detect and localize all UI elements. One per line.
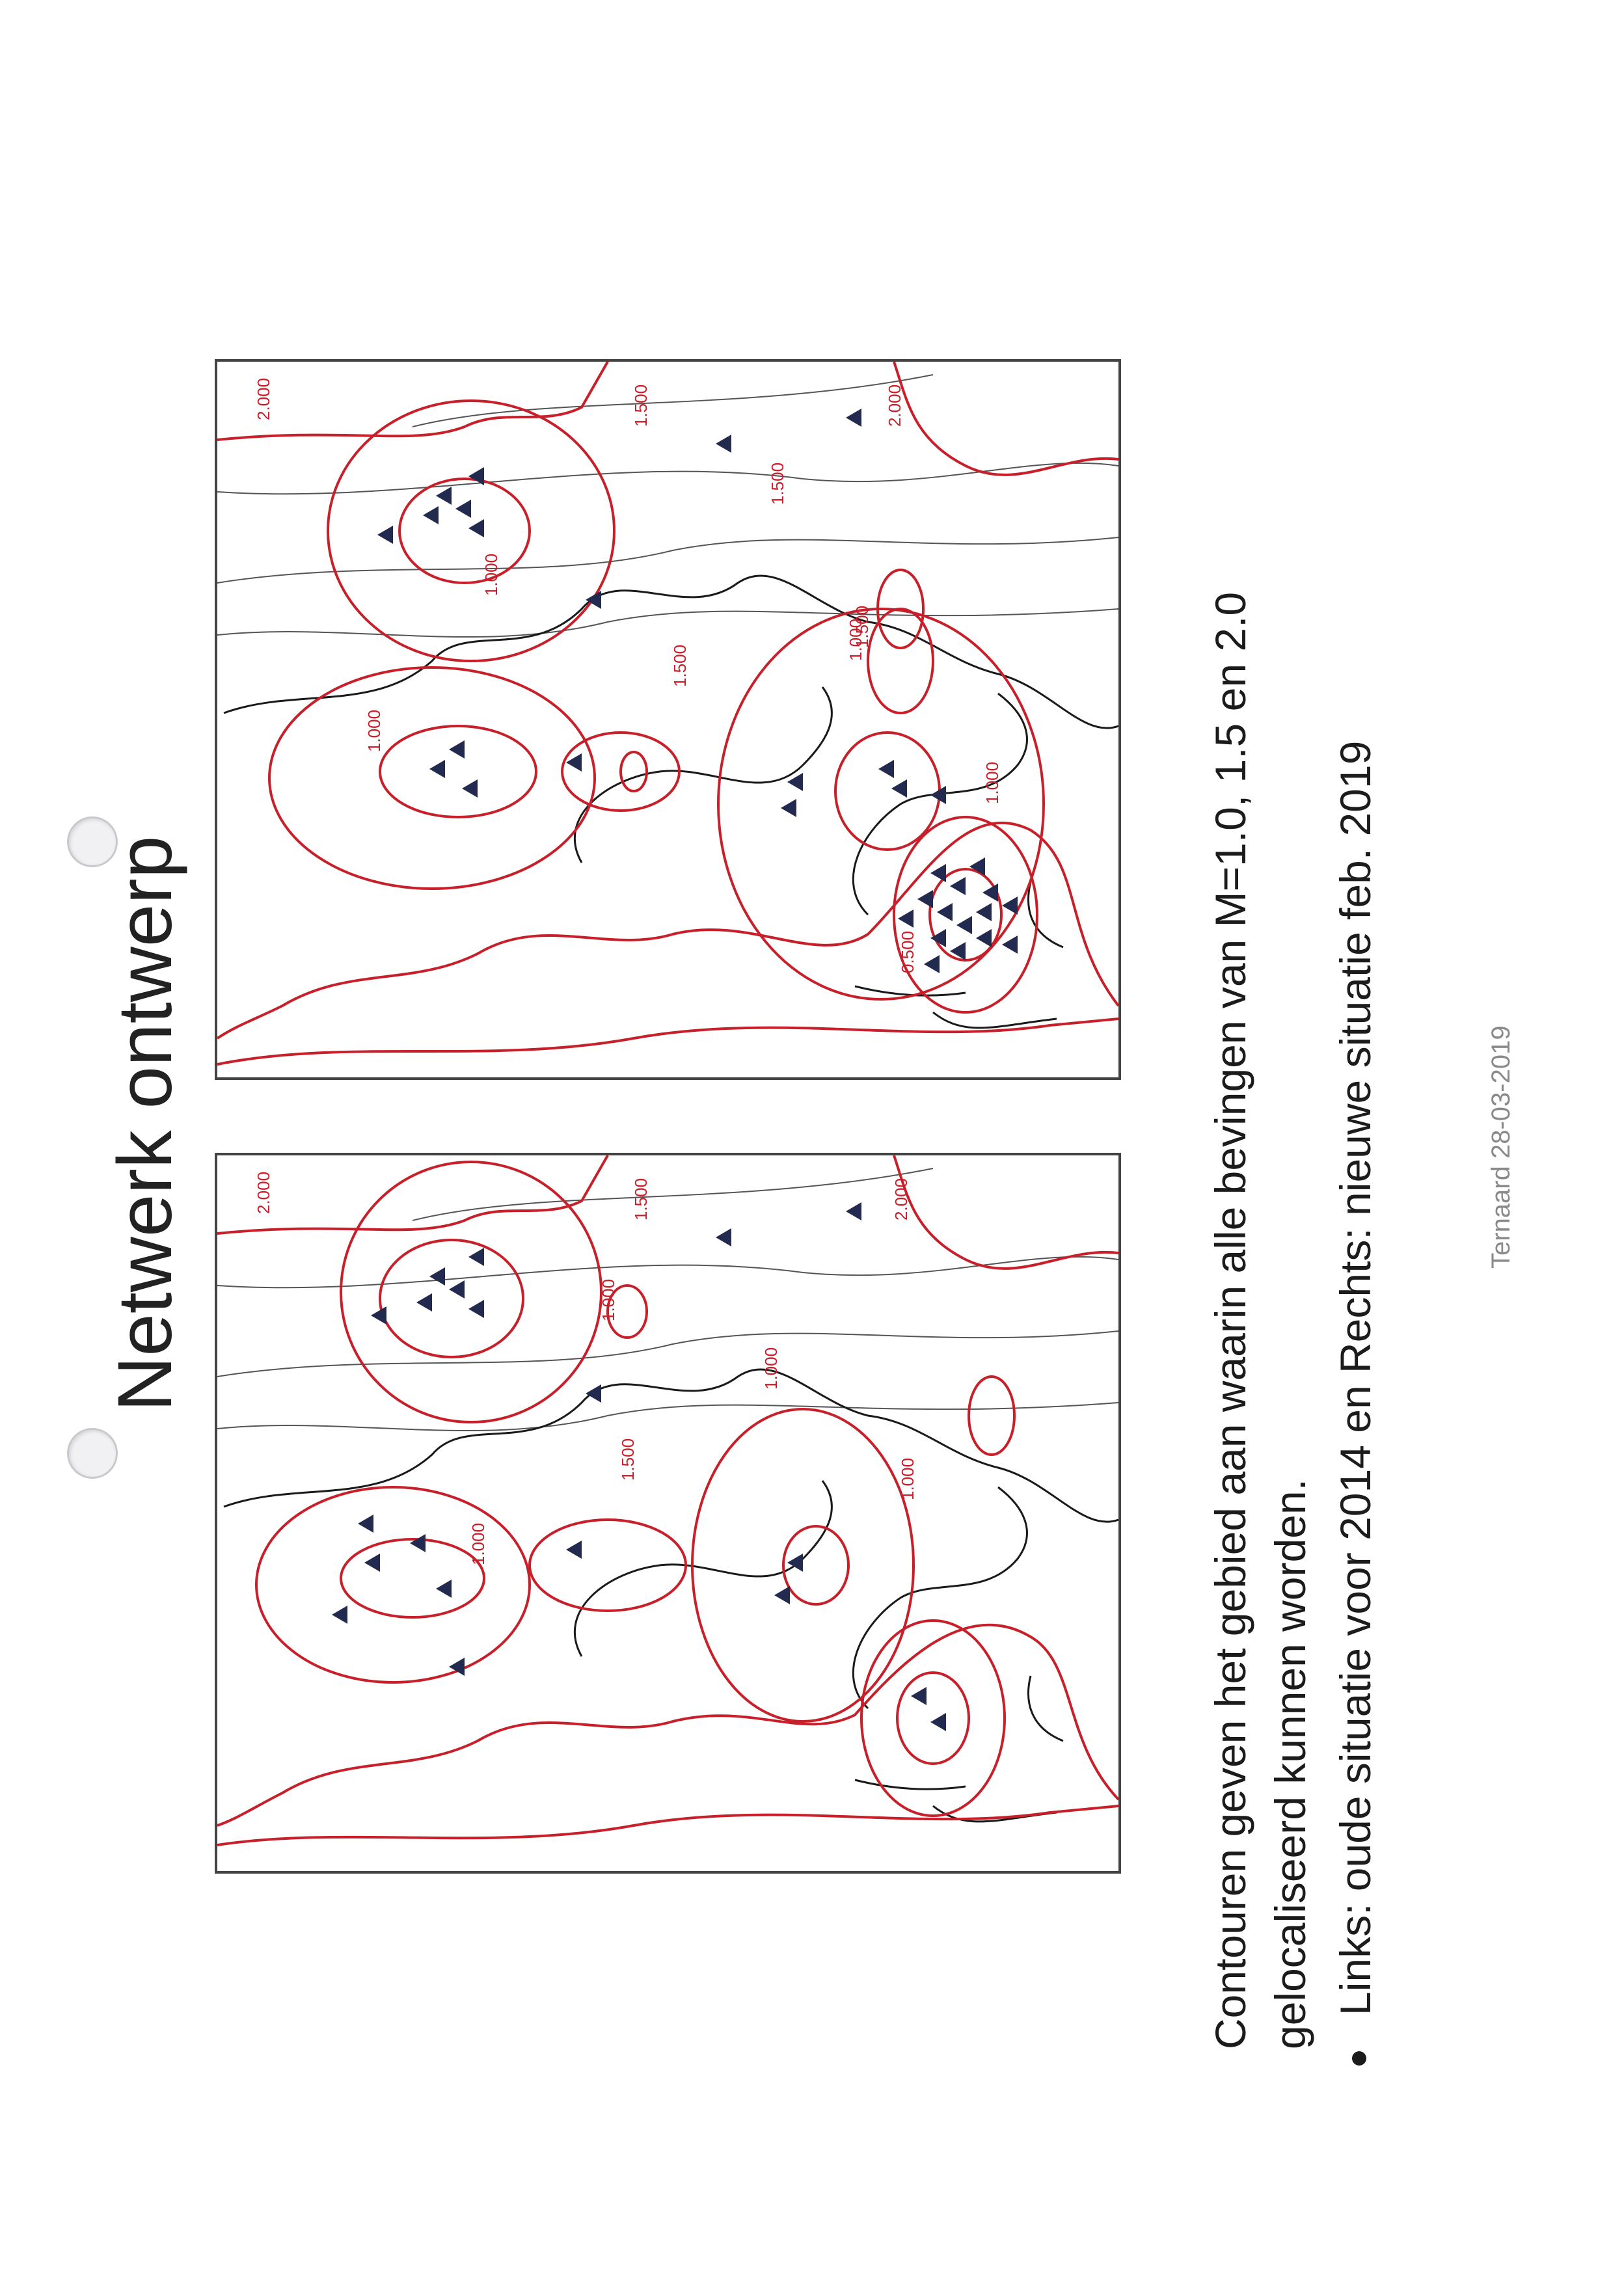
contour-label: 1.500: [618, 1438, 638, 1481]
rotated-slide: Netwerk ontwerp: [0, 359, 1624, 2290]
bullet-item: Links: oude situatie voor 2014 en Rechts…: [1331, 741, 1380, 2066]
contour-label: 1.000: [898, 1458, 917, 1500]
bullet-text: Links: oude situatie voor 2014 en Rechts…: [1331, 740, 1379, 2015]
map-old-svg: 2.000 1.500 1.000 1.000 1.000 1.500 2.00…: [217, 1155, 1118, 1846]
map-old-situation: 2.000 1.500 1.000 1.000 1.000 1.500 2.00…: [215, 1153, 1121, 1874]
bullet-icon: [1351, 2051, 1366, 2066]
contour-label: 1.000: [599, 1279, 618, 1321]
contour-label: 2.000: [254, 1172, 273, 1214]
contour-label: 2.000: [254, 378, 273, 420]
punch-hole-icon: [67, 816, 118, 867]
map-new-svg: 2.000 2.000 1.500 1.500 1.500 1.500 1.00…: [217, 362, 1118, 1066]
station-group: [332, 1202, 946, 1731]
contour-label: 1.000: [481, 554, 501, 596]
footer-text: Ternaard 28-03-2019: [1487, 1025, 1515, 1269]
contour-label: 1.500: [670, 645, 690, 687]
contour-label: 1.500: [631, 384, 651, 427]
contour-label: 1.500: [852, 606, 872, 648]
contour-label: 1.000: [982, 762, 1002, 804]
caption: Contouren geven het gebied aan waarin al…: [1200, 592, 1320, 2049]
contour-label: 1.000: [364, 710, 384, 752]
contour-label: 2.000: [885, 384, 904, 427]
punch-hole-icon: [67, 1428, 118, 1479]
contour-label: 1.500: [768, 463, 787, 505]
contour-label: 1.000: [846, 619, 865, 661]
contour-label: 0.500: [898, 931, 917, 973]
page-title: Netwerk ontwerp: [102, 835, 188, 1412]
contour-label: 1.000: [761, 1347, 781, 1390]
contour-label: 1.500: [631, 1178, 651, 1220]
station-group: [377, 409, 1018, 973]
map-new-situation: 2.000 2.000 1.500 1.500 1.500 1.500 1.00…: [215, 359, 1121, 1080]
contour-label: 2.000: [891, 1178, 911, 1220]
contour-label: 1.000: [468, 1523, 488, 1565]
caption-line-1: Contouren geven het gebied aan waarin al…: [1206, 591, 1254, 2049]
caption-line-2: gelocaliseerd kunnen worden.: [1266, 1479, 1314, 2049]
